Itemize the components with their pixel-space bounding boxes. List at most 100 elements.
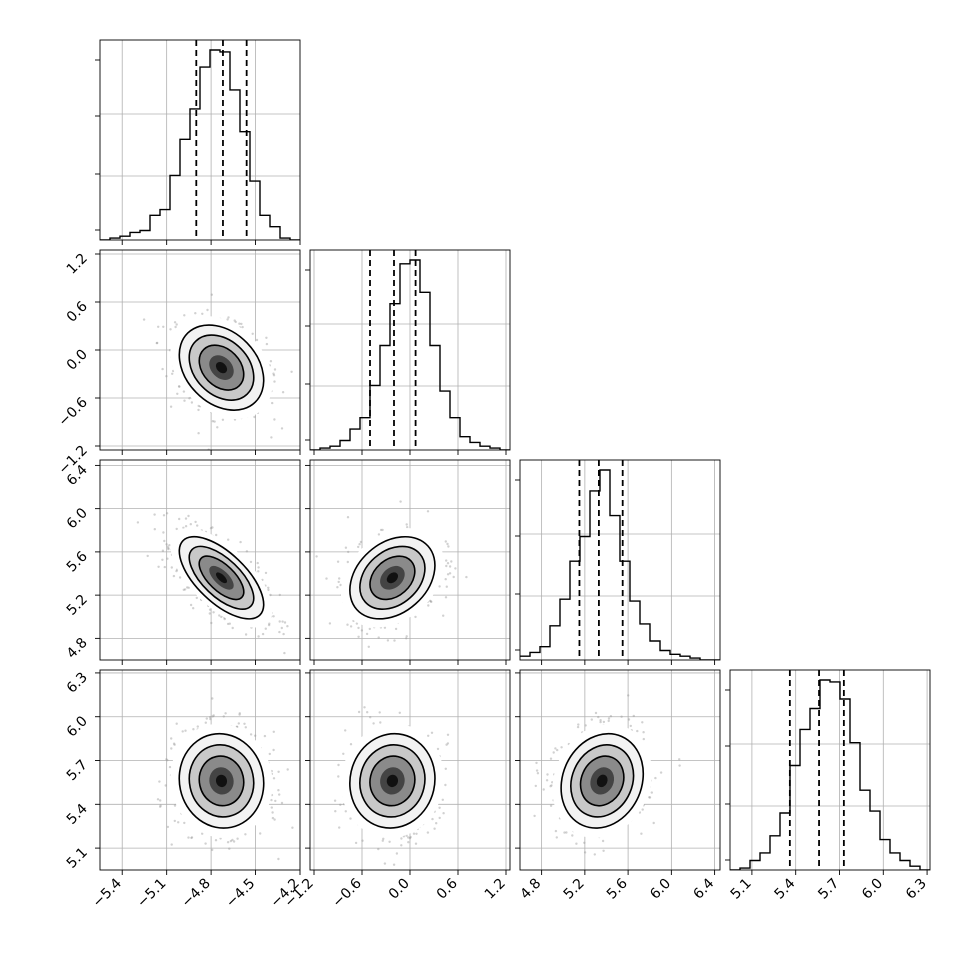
scatter-point: [208, 716, 212, 719]
scatter-point: [409, 835, 412, 839]
scatter-point: [183, 821, 186, 825]
scatter-point: [354, 841, 358, 845]
scatter-point: [273, 818, 276, 821]
scatter-point: [243, 722, 246, 725]
scatter-point: [169, 328, 172, 331]
scatter-point: [146, 554, 149, 558]
scatter-point: [454, 567, 457, 570]
scatter-point: [233, 319, 236, 322]
scatter-point: [178, 517, 181, 521]
scatter-point: [315, 555, 318, 558]
scatter-point: [328, 622, 332, 625]
y-tick-label: 5.7: [64, 757, 91, 784]
scatter-point: [159, 804, 162, 807]
density-panel-2-0: 4.85.25.66.06.4: [64, 459, 301, 665]
scatter-point: [228, 847, 231, 850]
scatter-point: [157, 565, 160, 568]
scatter-point: [172, 574, 176, 578]
scatter-point: [334, 810, 337, 813]
scatter-point: [438, 816, 441, 820]
scatter-point: [349, 625, 353, 628]
scatter-point: [267, 588, 270, 592]
scatter-point: [211, 697, 214, 700]
scatter-point: [175, 527, 178, 531]
scatter-point: [438, 585, 441, 588]
scatter-point: [337, 580, 340, 584]
scatter-point: [445, 743, 448, 746]
scatter-point: [444, 596, 448, 599]
scatter-point: [640, 832, 643, 835]
density-fill: [215, 572, 228, 584]
scatter-point: [427, 734, 430, 737]
scatter-point: [282, 632, 285, 636]
scatter-point: [249, 733, 253, 736]
scatter-point: [156, 341, 159, 345]
scatter-point: [272, 374, 276, 377]
scatter-point: [159, 805, 162, 808]
scatter-point: [176, 392, 179, 395]
scatter-point: [337, 763, 340, 767]
scatter-point: [436, 747, 440, 751]
scatter-point: [447, 545, 450, 548]
scatter-point: [445, 564, 448, 568]
scatter-point: [187, 586, 190, 589]
scatter-point: [209, 527, 213, 530]
scatter-point: [161, 549, 165, 552]
scatter-point: [162, 514, 166, 517]
scatter-point: [379, 721, 382, 724]
scatter-point: [286, 768, 289, 771]
scatter-point: [244, 726, 247, 729]
scatter-point: [231, 838, 234, 842]
scatter-point: [431, 817, 434, 821]
scatter-point: [244, 633, 248, 636]
scatter-point: [270, 806, 273, 809]
scatter-point: [678, 758, 681, 761]
scatter-point: [196, 725, 199, 728]
histogram-panel-0: [95, 39, 301, 245]
panel-frame: [99, 459, 301, 661]
scatter-point: [175, 323, 178, 326]
histogram-step: [310, 259, 510, 450]
scatter-point: [163, 565, 166, 569]
scatter-point: [189, 523, 192, 526]
scatter-point: [161, 367, 164, 371]
scatter-point: [170, 747, 173, 750]
scatter-point: [395, 852, 399, 855]
scatter-point: [271, 816, 275, 820]
density-panel-3-0: −5.4 −5.1 −4.8 −4.5 −4.25.15.45.76.06.3: [64, 669, 318, 910]
scatter-point: [239, 540, 242, 544]
scatter-point: [278, 593, 281, 597]
scatter-point: [355, 622, 359, 625]
scatter-point: [444, 767, 447, 770]
scatter-point: [188, 397, 191, 400]
scatter-point: [197, 404, 200, 408]
scatter-point: [316, 808, 318, 810]
scatter-point: [197, 432, 200, 435]
scatter-point: [170, 843, 173, 846]
scatter-point: [265, 342, 269, 346]
panel-frame: [519, 459, 721, 661]
scatter-point: [153, 513, 156, 516]
scatter-point: [407, 836, 410, 839]
scatter-point: [164, 784, 167, 787]
scatter-point: [381, 839, 384, 842]
scatter-point: [325, 577, 328, 580]
scatter-point: [270, 436, 273, 439]
scatter-point: [549, 785, 552, 788]
scatter-point: [399, 500, 402, 503]
scatter-point: [187, 514, 190, 518]
scatter-point: [257, 566, 260, 569]
scatter-point: [208, 612, 211, 615]
scatter-point: [187, 836, 190, 839]
y-tick-label: 0.6: [64, 298, 91, 325]
scatter-point: [333, 799, 337, 802]
scatter-point: [272, 748, 275, 752]
scatter-point: [290, 370, 293, 373]
scatter-point: [361, 839, 364, 842]
scatter-point: [216, 426, 219, 429]
scatter-point: [641, 721, 644, 724]
scatter-point: [220, 615, 223, 619]
scatter-point: [377, 533, 381, 536]
scatter-point: [196, 524, 199, 527]
scatter-point: [365, 632, 369, 636]
